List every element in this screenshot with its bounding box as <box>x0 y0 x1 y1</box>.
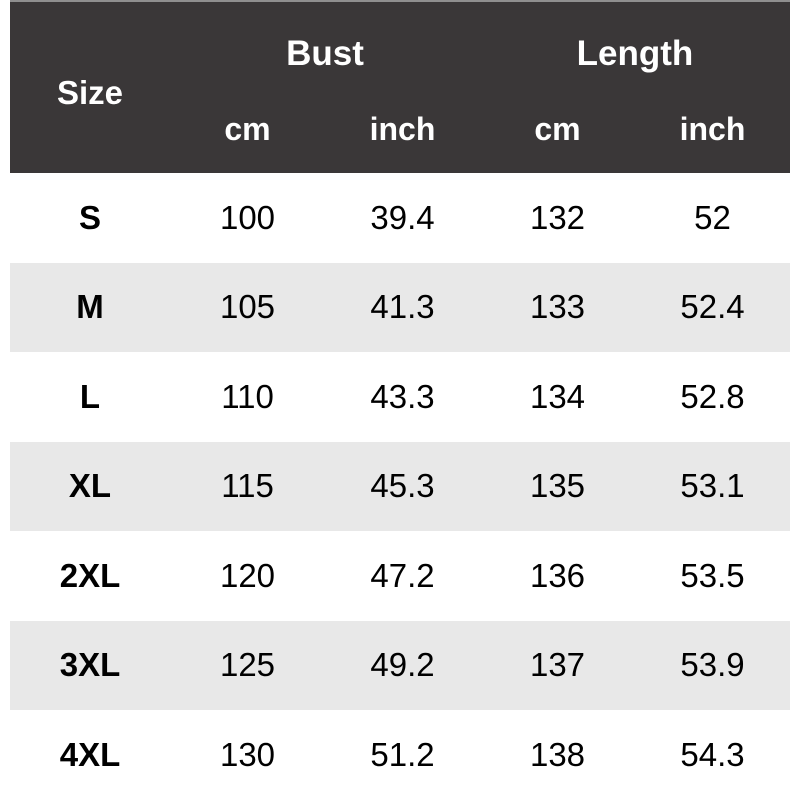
measurement-value: 52.4 <box>680 288 745 326</box>
measurement-value: 53.9 <box>680 646 745 684</box>
measurement-value: 53.5 <box>680 556 745 594</box>
measurement-value: 136 <box>529 556 586 594</box>
measurement-value: 137 <box>529 646 586 684</box>
measurement-value: 134 <box>529 377 586 415</box>
column-header-bust-inch: inch <box>369 111 436 147</box>
table-body: S 100 39.4 132 52 M 105 41.3 133 52.4 L 110 43.3 134 5… <box>10 173 790 800</box>
size-chart-table: Size Bust Length cm inch cm inch S 100 39.… <box>10 0 790 800</box>
size-label: 4XL <box>59 735 121 773</box>
size-label: 2XL <box>59 556 121 594</box>
table-row: S 100 39.4 132 52 <box>10 173 790 263</box>
column-header-size: Size <box>56 73 124 111</box>
measurement-value: 53.1 <box>680 467 745 505</box>
measurement-value: 110 <box>221 377 274 415</box>
table-row: L 110 43.3 134 52.8 <box>10 352 790 442</box>
measurement-value: 105 <box>219 288 276 326</box>
column-header-bust-cm: cm <box>224 111 271 147</box>
measurement-value: 120 <box>219 556 276 594</box>
measurement-value: 49.2 <box>370 646 435 684</box>
measurement-value: 41.3 <box>370 288 435 326</box>
measurement-value: 132 <box>529 198 586 236</box>
size-label: L <box>79 377 101 415</box>
column-group-bust: Bust <box>286 34 364 73</box>
measurement-value: 51.2 <box>370 735 435 773</box>
measurement-value: 135 <box>529 467 586 505</box>
table-row: 4XL 130 51.2 138 54.3 <box>10 710 790 800</box>
measurement-value: 52.8 <box>680 377 745 415</box>
column-group-length: Length <box>576 34 694 73</box>
table-header: Size Bust Length cm inch cm inch <box>10 0 790 173</box>
size-label: M <box>76 288 104 326</box>
measurement-value: 43.3 <box>370 377 435 415</box>
column-header-length-inch: inch <box>679 111 746 147</box>
measurement-value: 125 <box>219 646 276 684</box>
measurement-value: 47.2 <box>370 556 435 594</box>
measurement-value: 130 <box>219 735 276 773</box>
table-row: M 105 41.3 133 52.4 <box>10 262 790 352</box>
table-row: 2XL 120 47.2 136 53.5 <box>10 531 790 621</box>
measurement-value: 133 <box>529 288 586 326</box>
size-label: S <box>78 198 101 236</box>
measurement-value: 52 <box>694 198 731 236</box>
measurement-value: 100 <box>219 198 276 236</box>
measurement-value: 45.3 <box>370 467 435 505</box>
column-header-length-cm: cm <box>534 111 581 147</box>
measurement-value: 138 <box>529 735 586 773</box>
table-row: XL 115 45.3 135 53.1 <box>10 441 790 531</box>
measurement-value: 39.4 <box>370 198 435 236</box>
size-label: XL <box>68 467 112 505</box>
measurement-value: 115 <box>221 467 274 505</box>
measurement-value: 54.3 <box>680 735 745 773</box>
size-label: 3XL <box>59 646 121 684</box>
table-row: 3XL 125 49.2 137 53.9 <box>10 620 790 710</box>
